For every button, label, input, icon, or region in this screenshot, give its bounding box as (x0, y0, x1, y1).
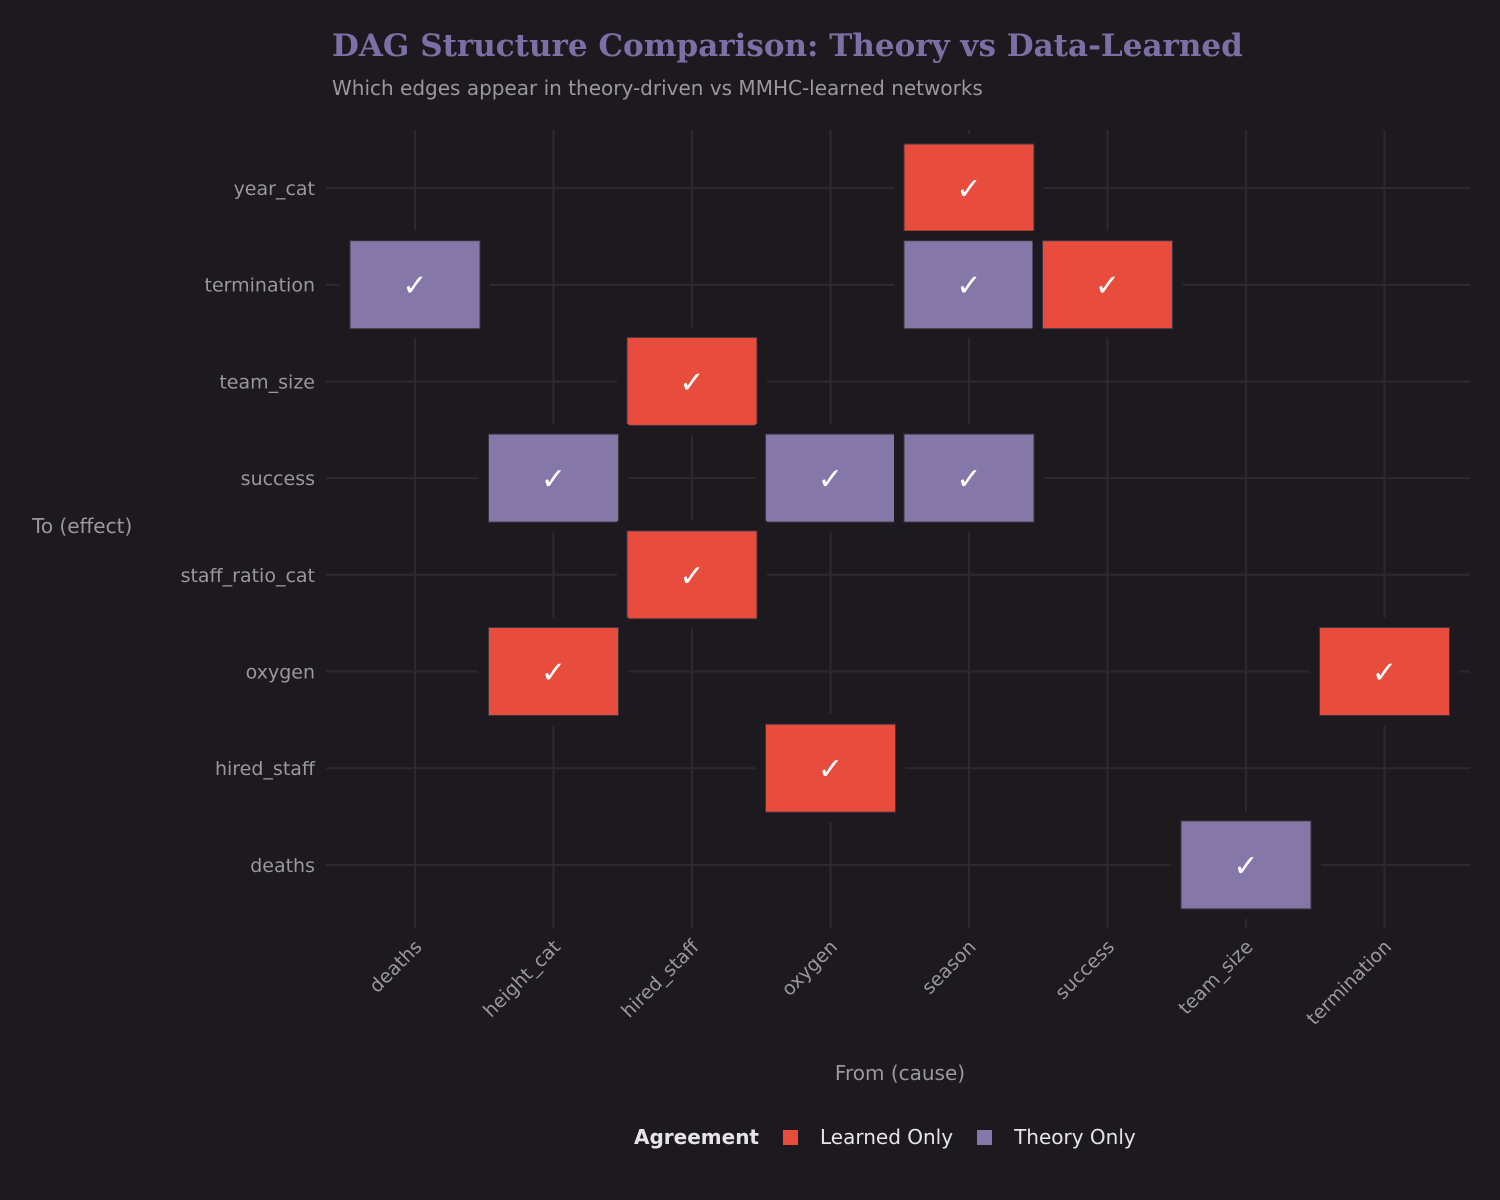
y-tick-label: team_size (219, 371, 315, 393)
check-mark: ✓ (679, 365, 704, 400)
x-tick-label: termination (1302, 936, 1396, 1030)
legend-title: Agreement (634, 1125, 759, 1149)
tile-deaths-termination (349, 240, 481, 330)
tile-height_cat-success (488, 433, 619, 523)
x-axis-title: From (cause) (835, 1061, 965, 1085)
y-axis-title: To (effect) (31, 514, 132, 538)
x-tick-label: success (1051, 936, 1119, 1004)
x-tick-label: team_size (1174, 936, 1257, 1019)
tile-team_size-deaths (1180, 820, 1312, 910)
legend-swatch-theory (977, 1129, 993, 1145)
x-tick-label: oxygen (777, 936, 842, 1001)
y-tick-label: hired_staff (215, 758, 316, 780)
chart-subtitle: Which edges appear in theory-driven vs M… (332, 76, 983, 100)
check-mark: ✓ (1372, 656, 1397, 691)
tile-success-termination (1042, 240, 1173, 330)
tile-season-year_cat (903, 143, 1035, 233)
check-mark: ✓ (956, 462, 981, 497)
tile-termination-oxygen (1319, 627, 1450, 716)
y-tick-label: year_cat (234, 178, 315, 200)
check-mark: ✓ (541, 656, 566, 691)
x-tick-label: hired_staff (617, 935, 704, 1022)
tile-season-termination (903, 240, 1035, 330)
x-tick-label: height_cat (479, 936, 565, 1022)
x-tick-label: season (918, 936, 981, 999)
check-mark: ✓ (1233, 849, 1258, 884)
check-mark: ✓ (402, 269, 427, 304)
y-tick-label: termination (205, 275, 315, 297)
check-mark: ✓ (956, 269, 981, 304)
check-mark: ✓ (679, 559, 704, 594)
tile-hired_staff-staff_ratio_cat (626, 530, 758, 620)
y-tick-label: deaths (250, 855, 315, 877)
tile-height_cat-oxygen (488, 627, 619, 716)
chart-title: DAG Structure Comparison: Theory vs Data… (332, 28, 1243, 64)
x-tick-label: deaths (365, 936, 426, 997)
check-mark: ✓ (818, 752, 843, 787)
legend-label-learned: Learned Only (820, 1125, 954, 1149)
y-tick-label: staff_ratio_cat (181, 565, 315, 587)
y-tick-label: success (241, 468, 315, 490)
tile-hired_staff-team_size (626, 336, 758, 426)
tile-season-success (903, 433, 1035, 523)
tile-oxygen-hired_staff (765, 723, 896, 813)
check-mark: ✓ (818, 462, 843, 497)
legend-label-theory: Theory Only (1014, 1125, 1136, 1149)
tile-oxygen-success (765, 433, 896, 523)
check-mark: ✓ (956, 172, 981, 207)
check-mark: ✓ (541, 462, 566, 497)
y-tick-label: oxygen (246, 662, 315, 684)
legend-swatch-learned (783, 1129, 798, 1145)
legend: Agreement Learned Only Theory Only (634, 1125, 1160, 1149)
check-mark: ✓ (1095, 269, 1120, 304)
